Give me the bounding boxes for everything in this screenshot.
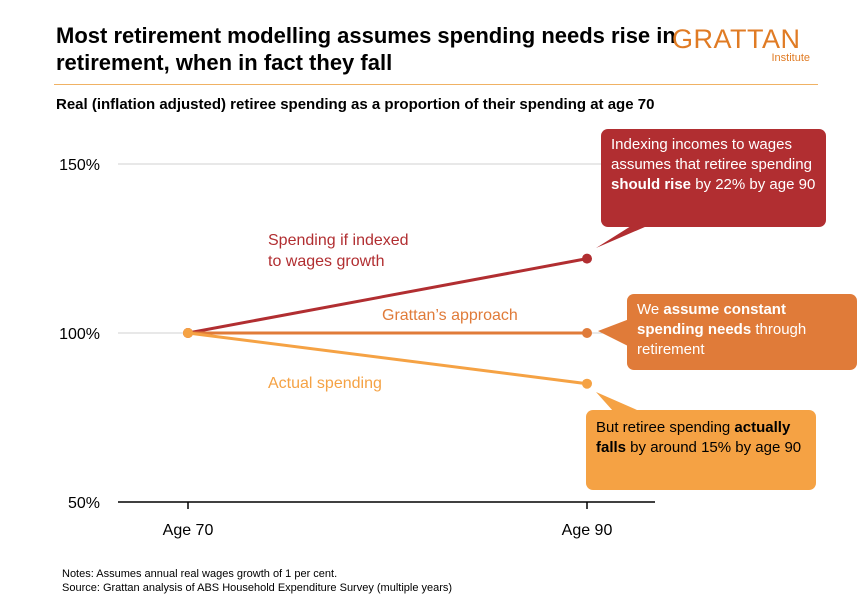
callout-wages-bold: should rise (611, 176, 692, 193)
series-label: to wages growth (268, 253, 385, 270)
chart-subtitle: Real (inflation adjusted) retiree spendi… (56, 96, 655, 113)
callout-wages-text: Indexing incomes to wages assumes that r… (611, 136, 812, 173)
callout-grattan-bold: assume constant spending needs (637, 301, 786, 338)
series-label: Actual spending (268, 375, 382, 392)
chart-notes: Notes: Assumes annual real wages growth … (62, 567, 452, 595)
logo-subtext: Institute (771, 52, 810, 64)
note-line: Notes: Assumes annual real wages growth … (62, 568, 338, 580)
callout-wages-text-2: by 22% by age 90 (691, 176, 816, 193)
data-point (582, 253, 592, 264)
data-point (183, 328, 193, 338)
y-tick-label: 50% (68, 495, 100, 512)
series-label: Grattan’s approach (382, 307, 518, 324)
x-tick-label: Age 70 (163, 522, 214, 539)
y-tick-label: 150% (59, 157, 100, 174)
series-line (187, 331, 588, 386)
callout-wages: Indexing incomes to wages assumes that r… (601, 129, 826, 227)
y-tick-label: 100% (59, 326, 100, 343)
source-line: Source: Grattan analysis of ABS Househol… (62, 582, 453, 594)
data-point (582, 378, 592, 389)
callout-actual-bold: actually falls (596, 419, 791, 456)
callout-grattan: We assume constant spending needs throug… (627, 294, 857, 370)
title-rule (54, 84, 818, 85)
data-point (582, 328, 592, 338)
callout-actual: But retiree spending actually falls by a… (586, 410, 816, 490)
callout-grattan-text: We (637, 301, 664, 318)
callout-pointer (598, 318, 632, 348)
chart-title: Most retirement modelling assumes spendi… (56, 23, 676, 75)
callout-actual-text: But retiree spending (596, 419, 735, 436)
callout-actual-text-2: by around 15% by age 90 (626, 439, 802, 456)
grattan-logo: GRATTAN Institute (672, 24, 822, 64)
x-tick-label: Age 90 (562, 522, 613, 539)
logo-wordmark: GRATTAN (672, 24, 801, 54)
series-label: Spending if indexed (268, 232, 409, 249)
callout-grattan-text-2: through retirement (637, 321, 807, 358)
series-line (187, 257, 588, 335)
